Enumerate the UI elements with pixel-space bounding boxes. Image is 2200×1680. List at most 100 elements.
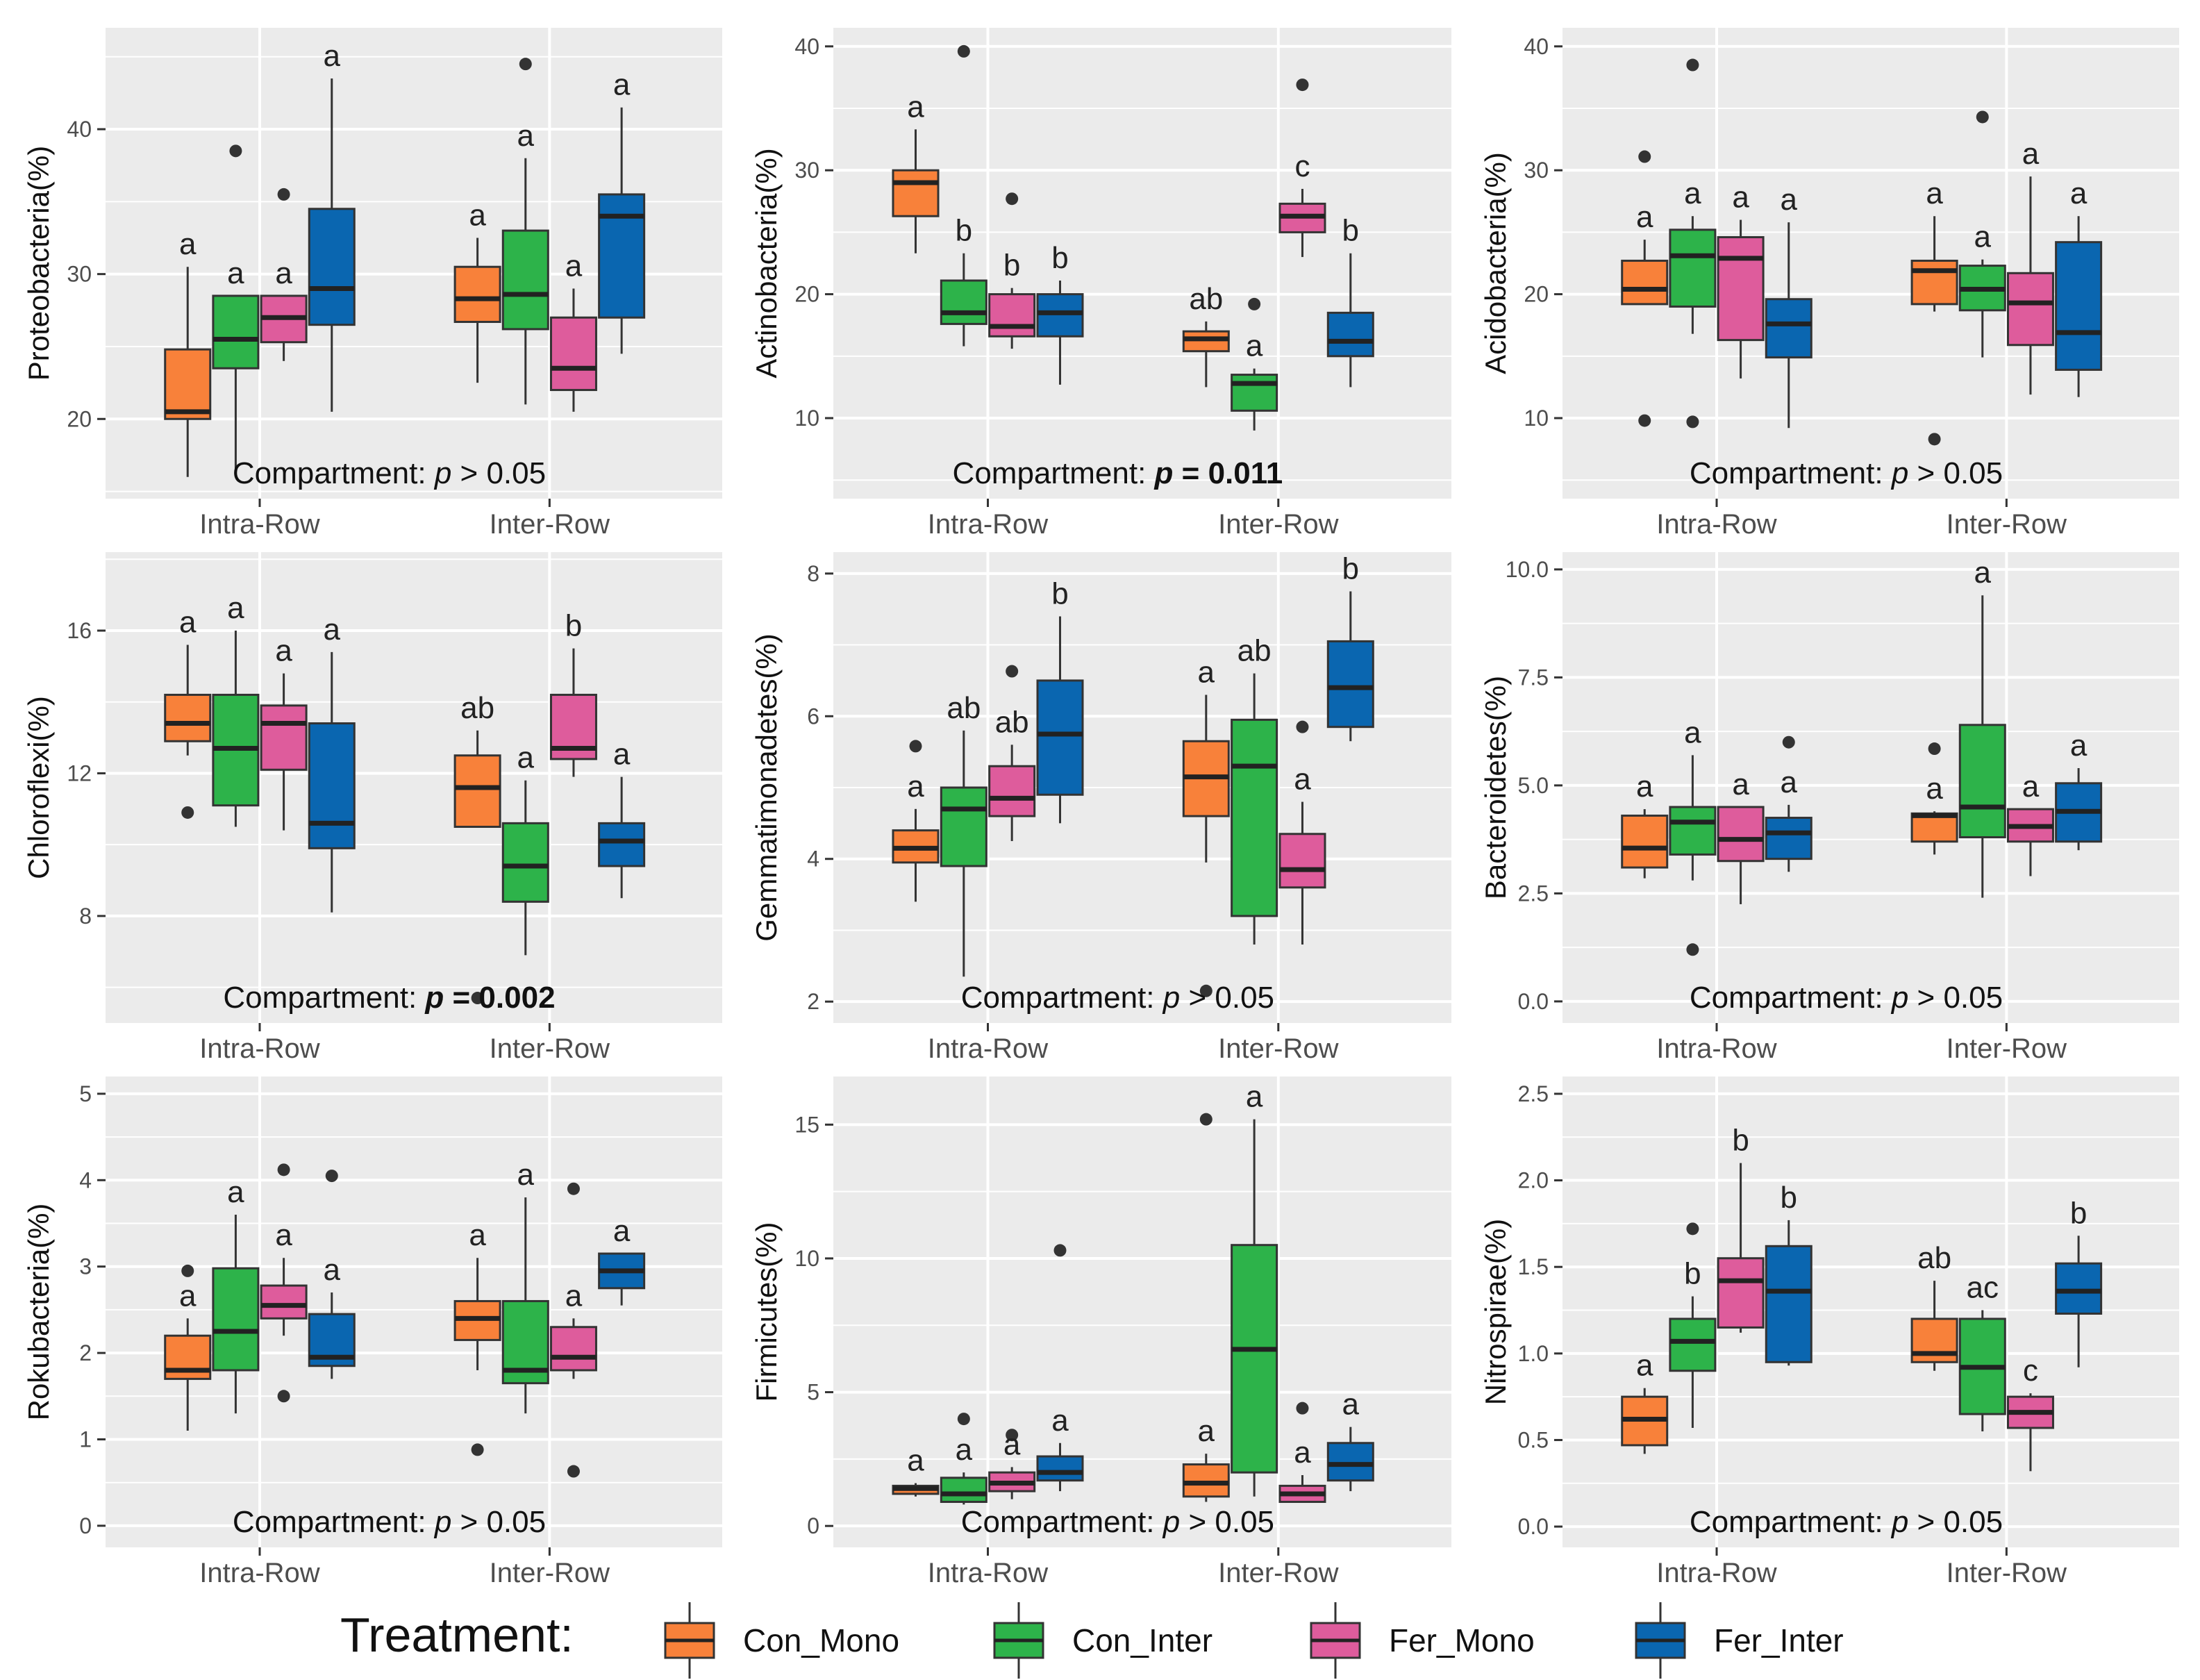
y-tick-label: 5.0 — [1518, 773, 1549, 798]
significance-letter: a — [517, 1158, 535, 1192]
panel-gemmatimonadetes: 2 4 6 8 Intra-Row Inter-Row Gemmatimonadetes(%… — [750, 552, 1451, 1064]
x-tick-label: Intra-Row — [199, 1558, 319, 1588]
y-tick-label: 10.0 — [1506, 557, 1549, 582]
box-con-inter: a — [1231, 1080, 1278, 1497]
y-axis-label: Acidobacteria(%) — [1479, 152, 1512, 374]
box-con-inter: a — [212, 591, 260, 827]
box-iqr — [1765, 1245, 1812, 1363]
y-tick-label: 16 — [67, 618, 92, 643]
significance-letter: b — [1342, 552, 1359, 586]
box-fer-inter: b — [2055, 1196, 2103, 1367]
y-tick-label: 1.5 — [1518, 1254, 1549, 1279]
x-tick-label: Inter-Row — [1947, 1033, 2067, 1064]
significance-letter: a — [1781, 183, 1798, 217]
box-iqr — [212, 294, 260, 369]
box-iqr — [1669, 806, 1717, 856]
box-iqr — [940, 786, 988, 867]
y-tick-label: 1.0 — [1518, 1341, 1549, 1366]
compartment-annotation: Compartment: p > 0.05 — [1690, 981, 2003, 1015]
significance-letter: a — [1926, 772, 1943, 806]
significance-letter: a — [2070, 729, 2088, 763]
outlier-point — [325, 1170, 338, 1183]
box-iqr — [2006, 272, 2054, 347]
box-fer-mono: a — [260, 1163, 308, 1403]
significance-letter: ab — [947, 691, 981, 725]
annotation-value: = 0.011 — [1173, 456, 1283, 490]
significance-letter: a — [1246, 329, 1263, 363]
legend-item-fer-inter: Fer_Inter — [1635, 1602, 1844, 1679]
y-tick-label: 2 — [79, 1340, 92, 1365]
x-tick-label: Intra-Row — [928, 1033, 1048, 1064]
box-iqr — [1958, 724, 2006, 839]
box-fer-mono: c — [2006, 1354, 2054, 1472]
outlier-point — [1686, 58, 1699, 72]
box-con-mono: a — [1621, 1349, 1669, 1454]
annotation-p: p — [433, 1505, 451, 1539]
outlier-point — [1006, 665, 1019, 678]
outlier-point — [1928, 433, 1941, 446]
x-tick-label: Inter-Row — [1218, 509, 1338, 540]
y-tick-label: 0 — [807, 1513, 819, 1538]
box-iqr — [260, 1284, 308, 1320]
compartment-annotation: Compartment: p > 0.05 — [1690, 456, 2003, 490]
legend-label: Con_Inter — [1072, 1622, 1212, 1658]
box-fer-inter: a — [2055, 729, 2103, 851]
significance-letter: a — [1051, 1404, 1069, 1438]
y-tick-label: 0.5 — [1518, 1427, 1549, 1452]
y-tick-label: 10 — [794, 1246, 819, 1271]
x-tick-label: Inter-Row — [490, 1558, 610, 1588]
significance-letter: a — [1198, 1414, 1215, 1448]
box-iqr — [1231, 374, 1278, 412]
box-iqr — [1326, 1442, 1374, 1482]
significance-letter: a — [1636, 1349, 1653, 1383]
compartment-annotation: Compartment: p = 0.002 — [223, 981, 555, 1015]
significance-letter: a — [613, 1214, 631, 1248]
outlier-point — [957, 44, 970, 58]
box-fer-inter: b — [1765, 1181, 1812, 1366]
annotation-p: p — [1890, 456, 1908, 490]
box-con-mono: a — [1910, 176, 1958, 446]
outlier-point — [1199, 1113, 1212, 1126]
annotation-p: p — [424, 981, 444, 1015]
box-con-inter: ab — [940, 691, 988, 977]
significance-letter: c — [2023, 1354, 2038, 1388]
outlier-point — [277, 1163, 290, 1176]
y-tick-label: 40 — [794, 34, 819, 59]
outlier-point — [181, 806, 194, 819]
significance-letter: a — [324, 39, 341, 73]
box-fer-mono: a — [1278, 720, 1326, 945]
significance-letter: a — [275, 1218, 292, 1252]
significance-letter: a — [1342, 1388, 1360, 1422]
box-con-mono: a — [453, 1218, 501, 1456]
y-axis-label: Proteobacteria(%) — [22, 146, 55, 381]
box-iqr — [988, 765, 1036, 817]
box-fer-inter: a — [1326, 1388, 1374, 1492]
legend-item-con-inter: Con_Inter — [993, 1602, 1212, 1679]
box-fer-mono: b — [988, 192, 1036, 349]
significance-letter: a — [2070, 176, 2088, 210]
box-iqr — [1669, 228, 1717, 308]
significance-letter: a — [324, 1253, 341, 1287]
x-tick-label: Inter-Row — [1218, 1033, 1338, 1064]
box-fer-mono: a — [1717, 767, 1765, 904]
box-fer-inter: b — [1036, 576, 1084, 824]
annotation-prefix: Compartment: — [961, 981, 1163, 1015]
annotation-value: > 0.05 — [1908, 1505, 2003, 1539]
significance-letter: c — [1294, 149, 1310, 183]
outlier-point — [277, 188, 290, 201]
box-con-mono: a — [1621, 150, 1669, 427]
annotation-p: p — [1154, 456, 1174, 490]
significance-letter: a — [565, 1279, 583, 1313]
legend-item-fer-mono: Fer_Mono — [1310, 1602, 1535, 1679]
annotation-prefix: Compartment: — [953, 456, 1155, 490]
significance-letter: a — [2022, 137, 2040, 171]
annotation-value: > 0.05 — [1180, 981, 1274, 1015]
y-axis-label: Gemmatimonadetes(%) — [750, 633, 783, 941]
box-con-inter: a — [212, 1175, 260, 1414]
y-tick-label: 40 — [67, 117, 92, 142]
box-fer-mono: a — [2006, 770, 2054, 876]
outlier-point — [181, 1264, 194, 1277]
box-con-inter: a — [1231, 297, 1278, 431]
y-tick-label: 3 — [79, 1254, 92, 1279]
